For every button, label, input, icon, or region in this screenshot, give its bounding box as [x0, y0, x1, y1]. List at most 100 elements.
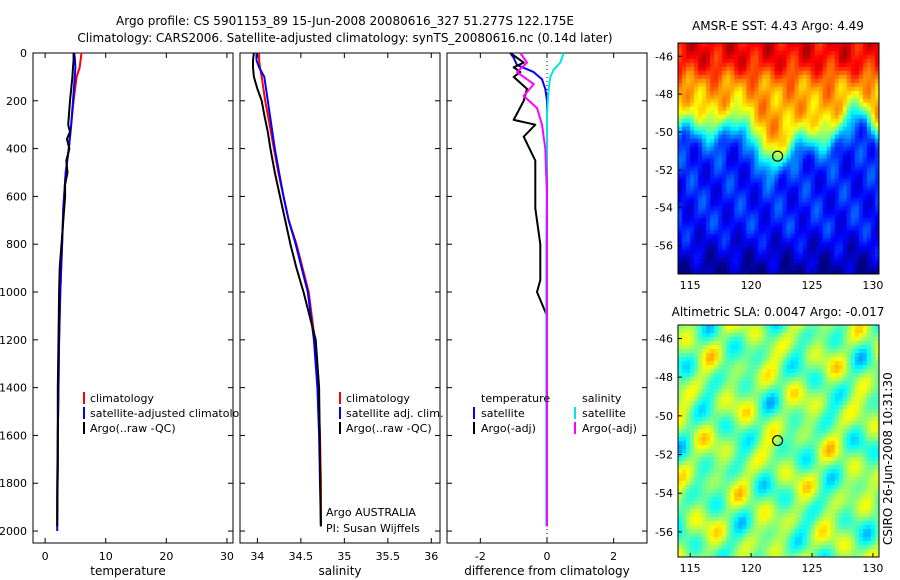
heatmap-cell: [806, 433, 811, 438]
heatmap-cell: [826, 373, 832, 378]
heatmap-cell: [802, 206, 807, 211]
heatmap-cell: [826, 150, 832, 155]
heatmap-cell: [850, 341, 856, 346]
heatmap-cell: [790, 357, 795, 362]
heatmap-cell: [798, 262, 803, 267]
heatmap-cell: [790, 90, 795, 96]
heatmap-cell: [842, 106, 848, 111]
heatmap-cell: [714, 222, 719, 227]
heatmap-cell: [738, 262, 743, 267]
heatmap-cell: [870, 43, 876, 48]
heatmap-cell: [686, 206, 691, 211]
heatmap-cell: [690, 377, 695, 382]
heatmap-cell: [722, 441, 727, 446]
heatmap-cell: [682, 266, 687, 271]
heatmap-cell: [858, 353, 864, 358]
heatmap-cell: [870, 373, 876, 378]
heatmap-cell: [830, 158, 836, 163]
heatmap-cell: [714, 449, 719, 454]
heatmap-cell: [762, 146, 767, 151]
heatmap-cell: [850, 166, 856, 171]
heatmap-cell: [806, 150, 811, 155]
heatmap-cell: [706, 345, 711, 350]
heatmap-cell: [722, 122, 727, 127]
heatmap-cell: [742, 202, 747, 207]
heatmap-cell: [734, 337, 739, 342]
heatmap-cell: [782, 62, 787, 68]
heatmap-cell: [738, 270, 743, 275]
heatmap-cell: [814, 445, 819, 450]
heatmap-cell: [694, 178, 699, 183]
heatmap-cell: [826, 154, 832, 159]
heatmap-cell: [746, 202, 751, 207]
heatmap-cell: [770, 150, 775, 155]
heatmap-cell: [746, 166, 751, 171]
heatmap-cell: [874, 234, 880, 239]
heatmap-cell: [766, 82, 771, 88]
heatmap-cell: [710, 329, 715, 334]
heatmap-cell: [866, 401, 872, 406]
heatmap-cell: [850, 425, 856, 430]
heatmap-cell: [738, 457, 743, 462]
heatmap-cell: [842, 254, 848, 259]
heatmap-cell: [862, 361, 868, 366]
heatmap-cell: [774, 369, 779, 374]
heatmap-cell: [714, 134, 719, 139]
heatmap-cell: [718, 198, 723, 203]
y-tick-label: 400: [6, 143, 27, 156]
heatmap-cell: [826, 198, 832, 203]
heatmap-cell: [842, 353, 848, 358]
heatmap-cell: [726, 70, 731, 76]
heatmap-cell: [758, 377, 763, 382]
heatmap-cell: [790, 234, 795, 239]
heatmap-cell: [826, 134, 832, 139]
heatmap-cell: [826, 234, 832, 239]
heatmap-cell: [822, 377, 828, 382]
heatmap-cell: [690, 385, 695, 390]
heatmap-cell: [726, 206, 731, 211]
heatmap-cell: [690, 214, 695, 219]
heatmap-cell: [810, 421, 815, 426]
heatmap-cell: [678, 473, 683, 478]
heatmap-cell: [746, 357, 751, 362]
heatmap-cell: [850, 210, 856, 215]
heatmap-cell: [750, 70, 755, 76]
heatmap-cell: [826, 238, 832, 243]
heatmap-cell: [702, 94, 707, 100]
heatmap-cell: [810, 126, 815, 131]
heatmap-cell: [702, 329, 707, 334]
heatmap-cell: [750, 150, 755, 155]
heatmap-cell: [782, 437, 787, 442]
heatmap-cell: [826, 457, 832, 462]
heatmap-cell: [874, 46, 880, 52]
heatmap-cell: [690, 226, 695, 231]
x-tick-label: 0: [42, 550, 49, 563]
heatmap-cell: [770, 425, 775, 430]
heatmap-cell: [822, 74, 828, 80]
heatmap-cell: [706, 461, 711, 466]
heatmap-cell: [734, 341, 739, 346]
heatmap-cell: [682, 198, 687, 203]
heatmap-cell: [686, 82, 691, 88]
heatmap-cell: [718, 325, 723, 330]
heatmap-cell: [770, 433, 775, 438]
heatmap-cell: [802, 329, 807, 334]
heatmap-cell: [818, 58, 824, 64]
heatmap-cell: [798, 146, 803, 151]
heatmap-cell: [874, 118, 880, 123]
heatmap-cell: [774, 102, 779, 108]
heatmap-cell: [710, 417, 715, 422]
heatmap-cell: [754, 469, 759, 474]
y-tick-label: 2000: [0, 525, 27, 538]
heatmap-cell: [702, 150, 707, 155]
heatmap-cell: [710, 82, 715, 88]
heatmap-cell: [698, 357, 703, 362]
heatmap-cell: [754, 198, 759, 203]
heatmap-cell: [862, 337, 868, 342]
heatmap-cell: [870, 94, 876, 100]
heatmap-cell: [738, 222, 743, 227]
heatmap-cell: [710, 361, 715, 366]
heatmap-cell: [742, 226, 747, 231]
heatmap-cell: [678, 166, 683, 171]
heatmap-cell: [858, 449, 864, 454]
